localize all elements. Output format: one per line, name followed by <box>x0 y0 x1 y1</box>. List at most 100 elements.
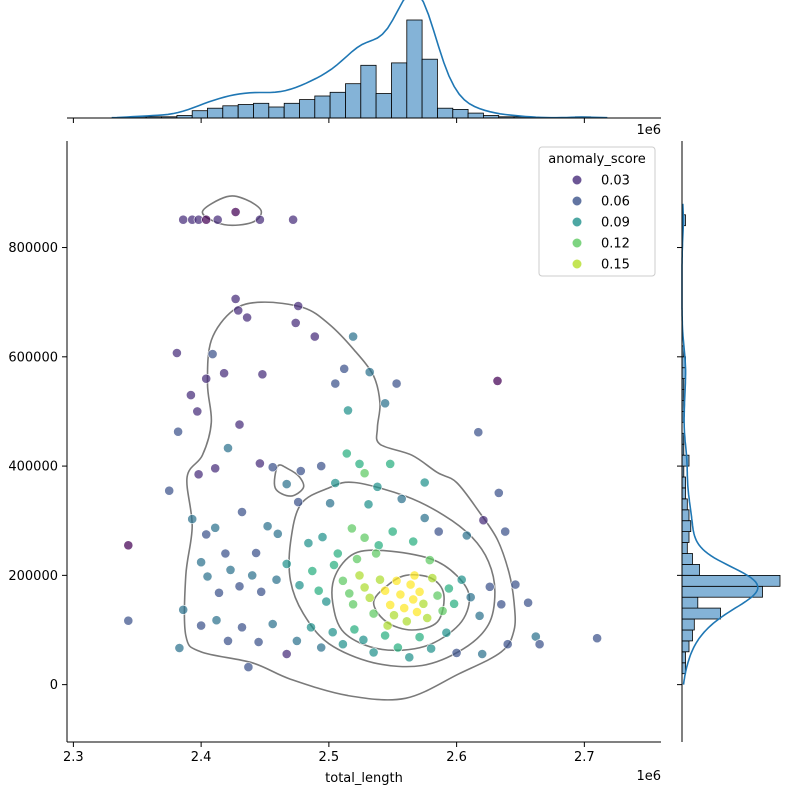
scatter-point <box>193 469 204 480</box>
scatter-point <box>451 648 462 658</box>
scatter-point <box>337 575 348 586</box>
scatter-point <box>316 461 327 471</box>
legend-marker <box>571 216 583 228</box>
marginal-y-bar <box>681 498 688 511</box>
scatter-point <box>359 532 370 543</box>
scatter-point <box>325 498 335 509</box>
marginal-x-bar <box>452 109 469 119</box>
scatter-point <box>404 652 415 663</box>
marginal-x-bar <box>375 93 392 119</box>
scatter-point <box>346 523 357 534</box>
scatter-point <box>271 574 282 585</box>
marginal-x-bar <box>237 104 254 119</box>
scatter-point <box>171 348 182 358</box>
scatter-point <box>510 579 521 590</box>
scatter-point <box>474 610 485 621</box>
marginal-y-bar <box>681 509 690 522</box>
scatter-point <box>178 604 189 615</box>
scatter-point <box>441 627 452 638</box>
scatter-point <box>123 540 134 551</box>
marginal-x-bar <box>283 102 300 119</box>
marginal-y-bar <box>681 476 686 489</box>
scatter-point <box>484 581 495 592</box>
marginal-x-bar <box>268 106 285 119</box>
scatter-point <box>443 583 454 594</box>
scatter-point <box>211 615 222 626</box>
kde-contour-line <box>183 301 517 701</box>
scatter-point <box>210 522 221 533</box>
scatter-point <box>262 521 273 532</box>
marginal-y-bar <box>681 607 721 620</box>
scatter-point <box>187 514 198 524</box>
scatter-point <box>364 367 375 377</box>
marginal-x-bar <box>467 112 484 119</box>
scatter-point <box>123 615 134 626</box>
marginal-x-bar <box>406 19 423 119</box>
scatter-point <box>288 214 298 225</box>
scatter-point <box>424 555 435 565</box>
scatter-point <box>358 634 369 645</box>
scatter-point <box>223 443 233 453</box>
scatter-point <box>207 349 218 359</box>
scatter-point <box>473 427 484 438</box>
scatter-point <box>242 312 252 323</box>
scatter-point <box>237 507 247 517</box>
scatter-point <box>354 570 365 581</box>
legend-marker <box>571 195 583 207</box>
main-axes: 2.3 2.4 2.5 2.6 2.7 0 200000 400000 600000 800000 <box>8 141 661 765</box>
marginal-x-bar <box>329 91 346 119</box>
legend-marker <box>571 237 583 249</box>
scatter-point <box>339 363 350 374</box>
scatter-point <box>364 592 375 603</box>
legend-label: 0.03 <box>601 174 630 189</box>
scatter-point <box>254 458 265 469</box>
scatter-point <box>382 620 393 631</box>
scatter-point <box>267 462 278 473</box>
legend-marker <box>571 174 583 186</box>
marginal-y-bar <box>681 553 693 565</box>
scatter-point <box>196 557 206 568</box>
scatter-point <box>449 598 459 609</box>
marginal-y-bar <box>681 629 693 642</box>
legend-marker <box>571 258 583 270</box>
scatter-point <box>253 637 264 647</box>
marginal-x-bar <box>345 83 362 119</box>
scatter-point <box>196 620 206 631</box>
scatter-point <box>293 497 304 507</box>
scatter-point <box>405 579 416 590</box>
scatter-point <box>396 493 407 504</box>
marginal-x-bar <box>391 62 408 119</box>
scatter-point <box>210 463 221 474</box>
legend-label: 0.12 <box>601 237 630 252</box>
scatter-point <box>293 301 304 311</box>
scatter-point <box>281 559 292 569</box>
scatter-point <box>456 574 467 585</box>
marginal-y-bar <box>681 487 686 500</box>
x-tick-label: 2.3 <box>63 750 84 765</box>
scatter-point <box>294 580 305 591</box>
scatter-point <box>212 214 223 225</box>
scatter-point <box>174 643 185 653</box>
scatter-point <box>368 647 379 658</box>
y-tick-label: 200000 <box>8 569 58 584</box>
scatter-point <box>385 458 396 469</box>
scatter-point <box>502 639 513 650</box>
marginal-y-bar <box>681 454 690 467</box>
scatter-point <box>348 599 358 610</box>
scatter-point <box>348 331 358 342</box>
scatter-point <box>478 515 489 526</box>
marginal-y-bar <box>681 596 699 609</box>
scatter-point <box>237 622 247 633</box>
legend: anomaly_score 0.03 0.06 0.09 0.12 0.15 <box>538 146 656 277</box>
scatter-point <box>391 378 402 389</box>
marginal-y-bar <box>681 618 695 631</box>
x-tick-label: 2.6 <box>446 750 467 765</box>
scatter-point <box>243 662 254 672</box>
marginal-y-bar <box>681 651 686 664</box>
scatter-point <box>321 596 332 607</box>
x-axis-label: total_length <box>325 771 403 786</box>
scatter-point <box>461 530 472 541</box>
marginal-y-bar <box>681 564 700 576</box>
y-tick-label: 400000 <box>8 460 58 475</box>
scatter-point <box>234 419 245 430</box>
